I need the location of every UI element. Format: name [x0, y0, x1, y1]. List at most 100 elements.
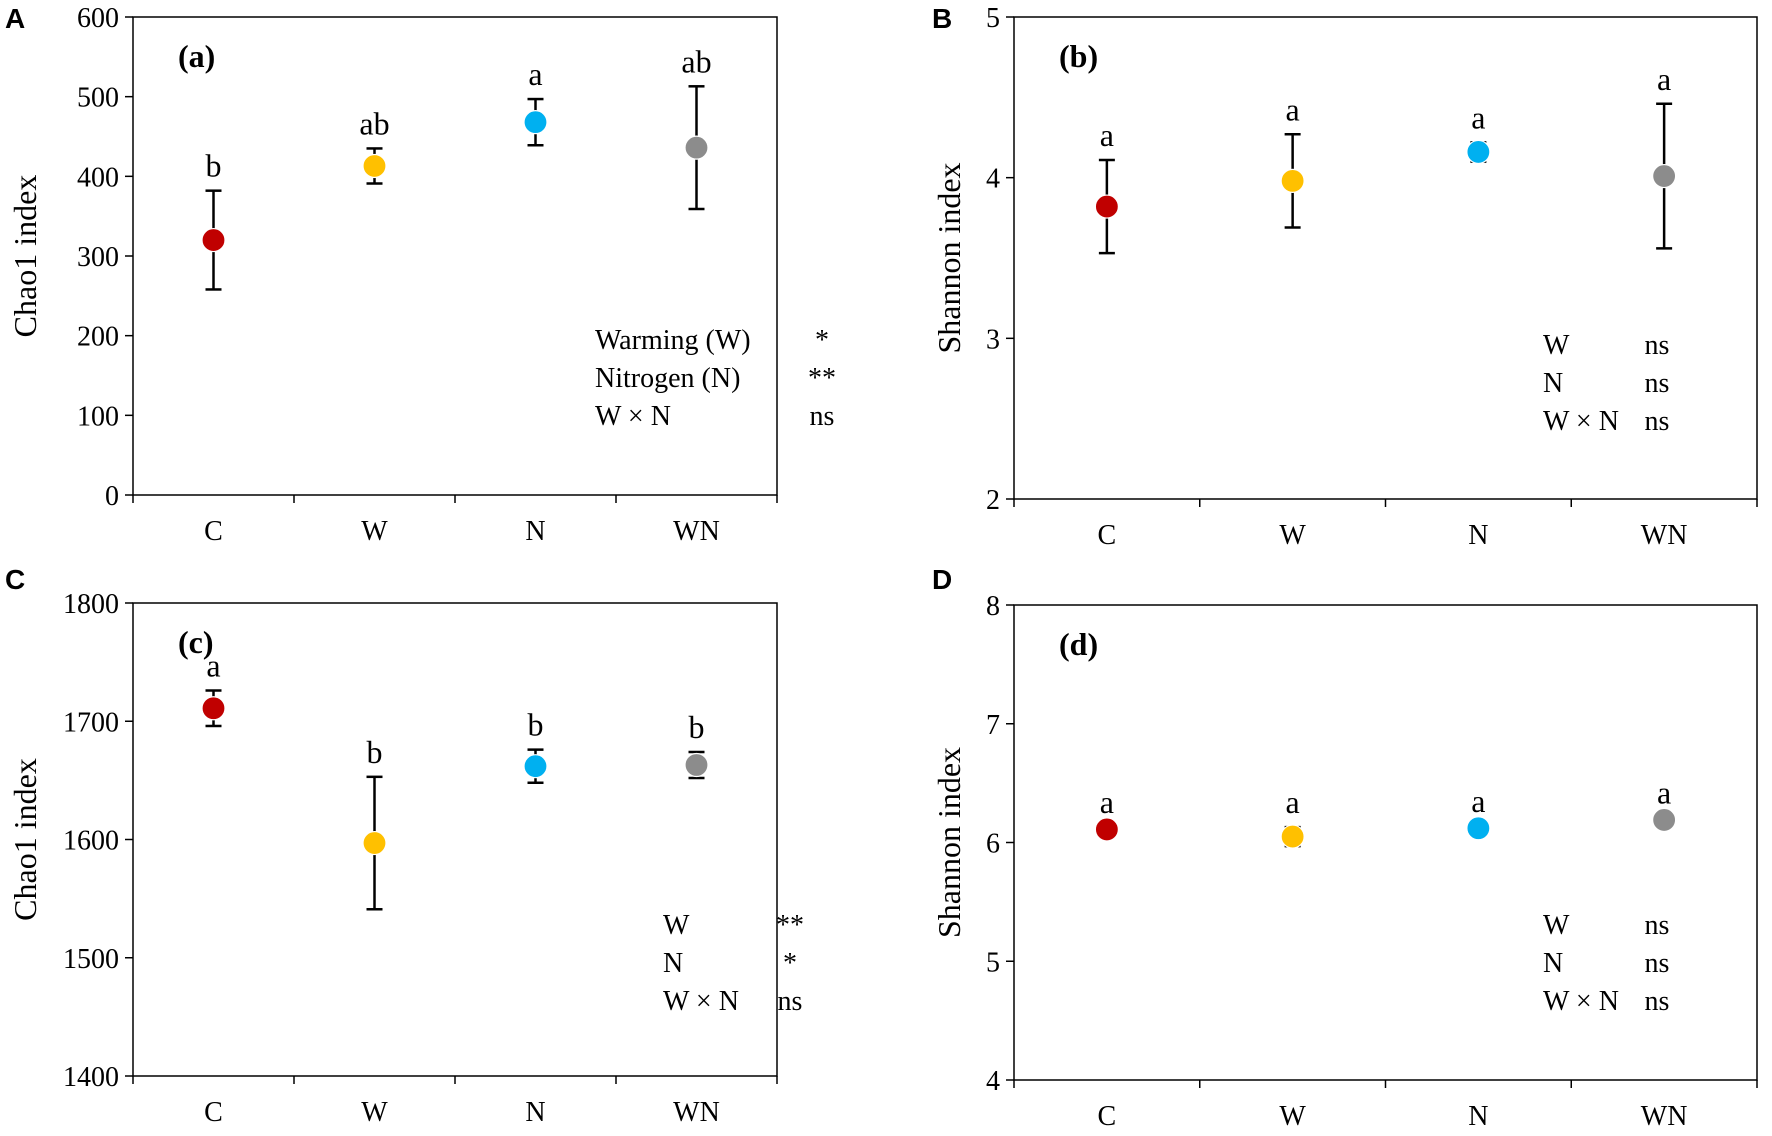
stat-significance: * — [815, 325, 829, 356]
stat-term: W — [1543, 910, 1570, 941]
data-point-w — [362, 830, 387, 856]
panel-letter: C — [5, 564, 25, 595]
panel-tag: (b) — [1059, 38, 1098, 74]
significance-letter: a — [1286, 784, 1300, 820]
stat-significance: ** — [776, 910, 804, 941]
stat-term: W — [1543, 330, 1570, 361]
data-point-wn — [684, 135, 709, 160]
significance-letter: a — [1471, 783, 1485, 819]
significance-letter: b — [367, 734, 383, 770]
significance-letter: b — [689, 709, 705, 745]
significance-letter: a — [206, 648, 220, 684]
x-category-label: WN — [1641, 520, 1688, 551]
y-axis-title: Chao1 index — [7, 758, 43, 921]
stat-significance: ns — [1645, 330, 1670, 361]
y-tick-label: 6 — [986, 829, 1000, 860]
data-point-wn — [1652, 163, 1677, 189]
y-tick-label: 4 — [986, 164, 1000, 195]
y-tick-label: 200 — [77, 322, 119, 353]
y-tick-label: 1800 — [63, 589, 119, 620]
y-tick-label: 1400 — [63, 1062, 119, 1093]
panel-tag: (a) — [178, 38, 215, 74]
stat-term: Warming (W) — [595, 325, 751, 356]
y-tick-label: 1700 — [63, 707, 119, 738]
data-point-n — [523, 110, 548, 135]
x-category-label: WN — [673, 516, 720, 547]
significance-letter: a — [1657, 61, 1671, 97]
data-point-w — [1280, 824, 1305, 849]
significance-letter: a — [1286, 91, 1300, 127]
y-tick-label: 5 — [986, 947, 1000, 978]
stat-significance: ns — [1645, 368, 1670, 399]
panel-letter: A — [5, 3, 25, 34]
data-point-w — [362, 153, 387, 179]
stat-term: N — [1543, 948, 1563, 979]
stat-term: W × N — [1543, 406, 1619, 437]
significance-letter: ab — [359, 105, 389, 141]
x-category-label: N — [525, 1097, 545, 1128]
x-category-label: WN — [673, 1097, 720, 1128]
data-point-c — [1094, 817, 1119, 842]
plot-frame — [132, 16, 778, 496]
significance-letter: a — [1100, 117, 1114, 153]
stat-significance: ns — [810, 401, 835, 432]
data-point-n — [1466, 139, 1491, 165]
x-category-label: W — [1279, 520, 1306, 551]
y-tick-label: 1500 — [63, 944, 119, 975]
data-point-c — [1094, 194, 1119, 219]
x-category-label: C — [204, 1097, 223, 1128]
y-tick-label: 8 — [986, 591, 1000, 622]
stat-term: W — [663, 910, 690, 941]
data-point-c — [201, 696, 226, 721]
panel-tag: (c) — [178, 624, 214, 660]
panel-letter: D — [932, 564, 952, 595]
x-category-label: C — [1098, 1101, 1117, 1132]
y-tick-label: 600 — [77, 3, 119, 34]
y-tick-label: 2 — [986, 485, 1000, 516]
y-tick-label: 3 — [986, 324, 1000, 355]
x-category-label: W — [1279, 1101, 1306, 1132]
data-point-n — [523, 754, 548, 779]
stat-significance: ns — [1645, 948, 1670, 979]
stat-term: N — [663, 948, 683, 979]
significance-letter: a — [1657, 775, 1671, 811]
significance-letter: a — [1471, 99, 1485, 135]
significance-letter: a — [528, 56, 542, 92]
x-category-label: C — [1098, 520, 1117, 551]
stat-significance: ns — [1645, 910, 1670, 941]
stat-significance: * — [783, 948, 797, 979]
panel-letter: B — [932, 3, 952, 34]
stat-significance: ns — [1645, 986, 1670, 1017]
data-point-n — [1466, 816, 1491, 841]
panel-tag: (d) — [1059, 626, 1098, 662]
x-category-label: N — [1468, 520, 1488, 551]
y-tick-label: 4 — [986, 1066, 1000, 1097]
x-category-label: W — [361, 1097, 388, 1128]
x-category-label: WN — [1641, 1101, 1688, 1132]
stat-significance: ns — [778, 986, 803, 1017]
significance-letter: b — [206, 148, 222, 184]
x-category-label: N — [1468, 1101, 1488, 1132]
y-tick-label: 1600 — [63, 826, 119, 857]
x-category-label: N — [525, 516, 545, 547]
y-axis-title: Shannon index — [931, 162, 967, 353]
significance-letter: a — [1100, 784, 1114, 820]
stat-significance: ** — [808, 363, 836, 394]
y-tick-label: 100 — [77, 401, 119, 432]
significance-letter: ab — [681, 43, 711, 79]
y-axis-title: Chao1 index — [7, 175, 43, 338]
y-axis-title: Shannon index — [931, 747, 967, 938]
data-point-wn — [1652, 807, 1677, 833]
significance-letter: b — [528, 707, 544, 743]
stat-term: W × N — [1543, 986, 1619, 1017]
stat-term: W × N — [663, 986, 739, 1017]
y-tick-label: 0 — [105, 481, 119, 512]
data-point-w — [1280, 168, 1305, 193]
y-tick-label: 5 — [986, 3, 1000, 34]
stat-term: Nitrogen (N) — [595, 363, 740, 394]
